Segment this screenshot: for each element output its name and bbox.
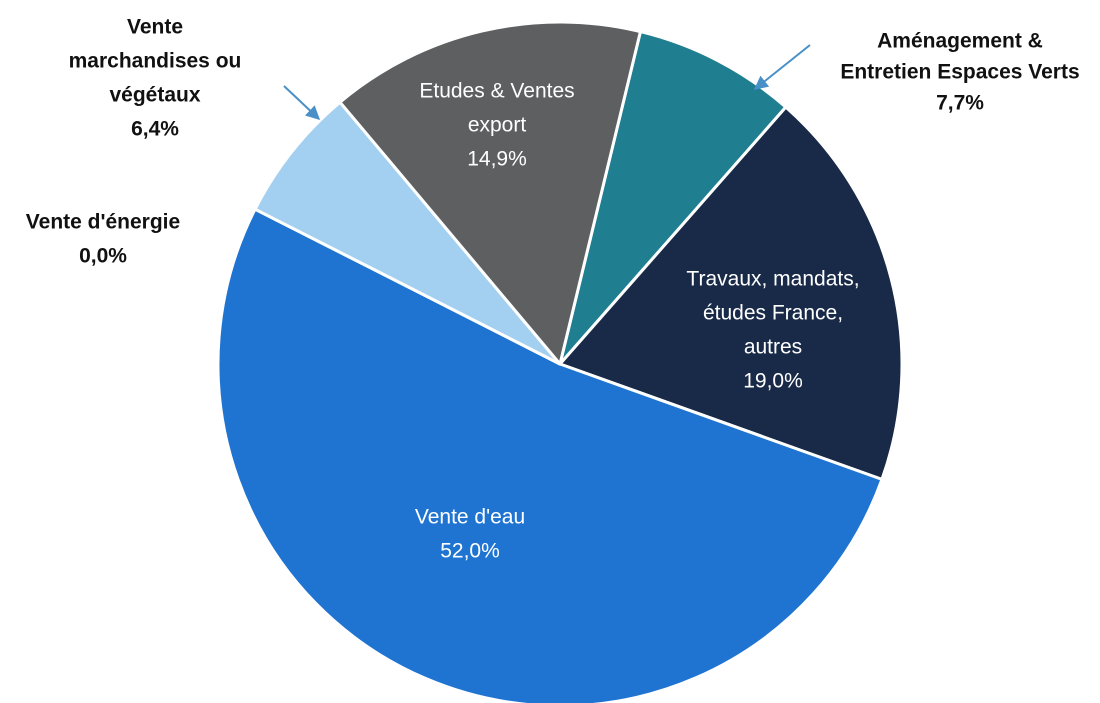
labels: Aménagement & Entretien Espaces Verts 7,7%…	[26, 16, 1080, 563]
pie-slice	[558, 105, 904, 481]
pie-slice	[338, 20, 642, 366]
slice-label: marchandises ou	[69, 50, 242, 73]
value-label: 52,0%	[440, 540, 500, 563]
slice-label: études France,	[703, 302, 843, 325]
slice-label: Travaux, mandats,	[686, 268, 859, 291]
pie-slice	[253, 100, 562, 366]
slice-label: Vente d'énergie	[26, 211, 180, 234]
slice-label: autres	[744, 336, 802, 359]
slices	[216, 20, 904, 703]
pie-slice	[216, 207, 884, 703]
slice-label: Vente d'eau	[415, 506, 525, 529]
value-label: 6,4%	[131, 118, 179, 141]
value-label: 7,7%	[936, 92, 984, 115]
slice-label: Etudes & Ventes	[419, 80, 574, 103]
slice-label: Vente	[127, 16, 183, 39]
value-label: 14,9%	[467, 148, 527, 171]
slice-label: végétaux	[109, 84, 200, 107]
slice-label: Entretien Espaces Verts	[840, 61, 1079, 84]
slice-label: export	[468, 114, 527, 137]
value-label: 0,0%	[79, 245, 127, 268]
callout-arrow	[283, 85, 321, 120]
value-label: 19,0%	[743, 370, 803, 393]
pie-slice	[558, 30, 788, 366]
callout-arrow	[753, 44, 811, 90]
slice-label: Aménagement &	[877, 30, 1043, 53]
